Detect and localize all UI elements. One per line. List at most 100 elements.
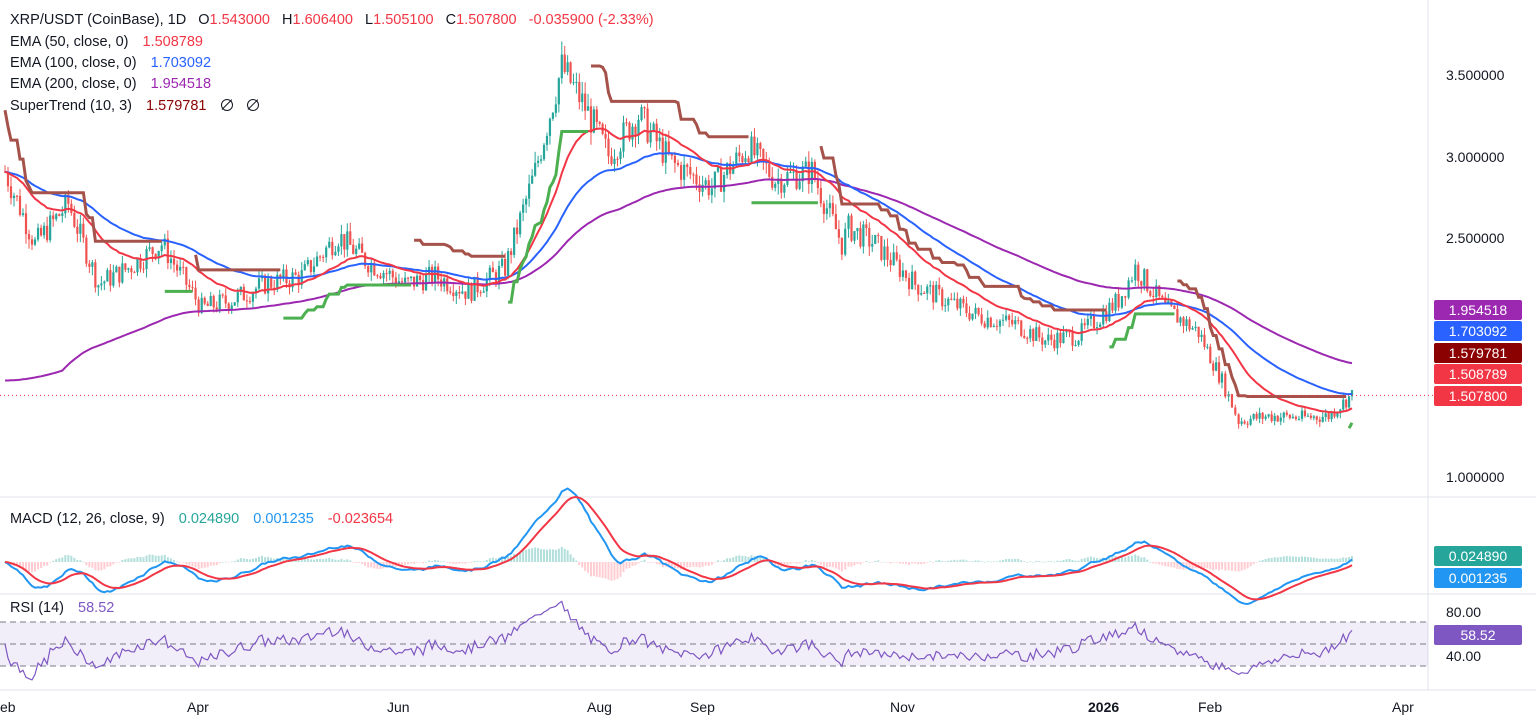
candle-body: [410, 276, 413, 279]
macd-histogram-bar: [1041, 561, 1044, 563]
time-tick-label: Feb: [1198, 699, 1223, 715]
macd-histogram-bar: [1105, 558, 1108, 562]
macd-histogram-bar: [224, 561, 227, 563]
macd-histogram-bar: [834, 562, 837, 569]
macd-histogram-bar: [1083, 558, 1086, 562]
candle-body: [97, 285, 100, 288]
macd-histogram-bar: [1029, 561, 1032, 562]
macd-histogram-bar: [501, 556, 504, 562]
macd-histogram-bar: [989, 561, 992, 563]
ema50-line: [4, 127, 1353, 414]
macd-histogram-bar: [584, 562, 587, 571]
ema100-legend[interactable]: EMA (100, close, 0) 1.703092: [10, 53, 215, 73]
candle-body: [880, 236, 883, 260]
candle-body: [531, 175, 534, 184]
ema50-legend[interactable]: EMA (50, close, 0) 1.508789: [10, 32, 207, 52]
macd-histogram-bar: [528, 548, 531, 562]
candle-body: [394, 277, 397, 285]
ohlc-header: XRP/USDT (CoinBase), 1D O1.543000 H1.606…: [10, 10, 658, 30]
macd-histogram-bar: [391, 562, 394, 567]
candle-body: [191, 287, 194, 289]
candle-body: [789, 171, 792, 173]
macd-histogram-bar: [670, 562, 673, 568]
macd-histogram-bar: [1300, 556, 1303, 562]
candle-body: [94, 262, 97, 288]
macd-histogram-bar: [1288, 556, 1291, 562]
macd-histogram-bar: [738, 555, 741, 562]
candle-body: [64, 194, 67, 214]
macd-histogram-bar: [485, 559, 488, 562]
macd-histogram-bar: [810, 559, 813, 562]
ema200-legend[interactable]: EMA (200, close, 0) 1.954518: [10, 74, 215, 94]
candle-body: [230, 305, 233, 310]
supertrend-down-line: [591, 64, 749, 139]
hidden-plot-icon[interactable]: [220, 99, 233, 111]
candle-body: [1220, 373, 1224, 383]
macd-histogram-bar: [698, 562, 701, 568]
candle-body: [831, 203, 834, 214]
macd-histogram-bar: [616, 562, 619, 580]
candle-body: [804, 161, 807, 167]
macd-histogram-bar: [1206, 562, 1209, 569]
macd-histogram-bar: [413, 562, 416, 564]
time-tick-label: 2026: [1088, 699, 1120, 715]
candle-body: [986, 317, 989, 328]
candle-body: [1077, 340, 1080, 345]
candle-body: [1059, 332, 1062, 343]
candle-body: [470, 283, 473, 301]
candle-body: [783, 184, 786, 193]
hidden-plot-icon[interactable]: [246, 99, 259, 111]
macd-histogram-bar: [652, 562, 655, 563]
macd-histogram-bar: [695, 562, 698, 568]
macd-histogram-bar: [625, 562, 628, 569]
macd-histogram-bar: [94, 562, 97, 571]
supertrend-down-line: [819, 145, 1107, 312]
macd-histogram-bar: [1065, 559, 1068, 562]
candle-body: [1120, 296, 1124, 308]
macd-histogram-bar: [261, 555, 264, 562]
rsi-legend[interactable]: RSI (14) 58.52: [10, 598, 118, 618]
macd-histogram-bar: [319, 558, 322, 562]
supertrend-up-line: [283, 283, 412, 320]
macd-histogram-bar: [935, 560, 938, 562]
macd-histogram-bar: [1137, 555, 1140, 562]
candle-body: [801, 166, 804, 182]
candle-body: [1050, 334, 1053, 340]
candle-body: [1134, 264, 1137, 281]
candle-body: [974, 307, 977, 314]
candle-body: [382, 273, 385, 279]
candle-body: [437, 266, 440, 280]
macd-histogram-bar: [871, 562, 874, 563]
candle-body: [701, 184, 704, 192]
macd-histogram-bar: [401, 562, 404, 566]
supertrend-legend[interactable]: SuperTrend (10, 3) 1.579781: [10, 96, 263, 116]
candle-body: [771, 176, 774, 188]
macd-histogram-bar: [1294, 556, 1297, 562]
macd-histogram-bar: [1179, 562, 1182, 570]
macd-histogram-bar: [103, 562, 106, 570]
candle-body: [947, 298, 950, 306]
candle-body: [1173, 305, 1176, 309]
candle-body: [507, 251, 510, 276]
macd-histogram-bar: [1303, 556, 1306, 562]
candle-body: [625, 122, 628, 124]
macd-histogram-bar: [148, 554, 151, 562]
candle-body: [245, 300, 248, 302]
macd-legend[interactable]: MACD (12, 26, close, 9) 0.024890 0.00123…: [10, 509, 397, 529]
candle-body: [461, 291, 464, 294]
macd-histogram-bar: [455, 562, 458, 564]
macd-histogram-bar: [792, 562, 795, 563]
macd-histogram-bar: [452, 562, 455, 564]
supertrend-price-tag: 1.579781: [1434, 343, 1522, 363]
macd-histogram-bar: [1023, 561, 1026, 562]
candle-body: [1146, 269, 1149, 292]
macd-histogram-bar: [251, 558, 254, 562]
rsi-tick-label: 80.00: [1446, 604, 1482, 620]
candle-body: [584, 93, 587, 111]
macd-histogram-bar: [1071, 560, 1074, 562]
candle-body: [1300, 410, 1304, 419]
macd-histogram-bar: [112, 562, 115, 565]
candle-body: [142, 268, 145, 270]
macd-histogram-bar: [100, 562, 103, 571]
